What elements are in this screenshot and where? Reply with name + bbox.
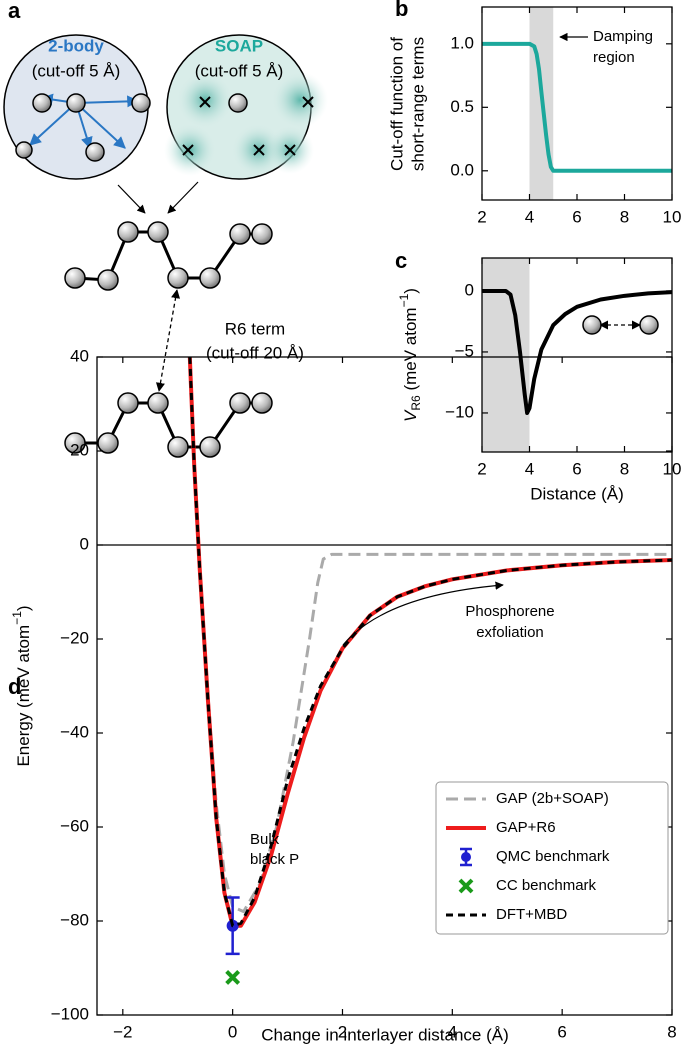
y-axis-label-part: V bbox=[401, 409, 420, 422]
two-body-cutoff: (cut-off 5 Å) bbox=[32, 61, 121, 80]
arrow bbox=[117, 184, 146, 214]
layer-bottom bbox=[64, 392, 273, 458]
x-tick-label: 6 bbox=[557, 1022, 566, 1041]
annotation: Phosphorene bbox=[465, 603, 554, 620]
annotation: region bbox=[593, 49, 635, 66]
x-axis-label: Change in interlayer distance (Å) bbox=[261, 1025, 509, 1044]
r6-arrow bbox=[155, 289, 181, 392]
soap-atoms bbox=[182, 93, 314, 156]
r6-cutoff: (cut-off 20 Å) bbox=[206, 343, 304, 362]
y-axis-label-part: ) bbox=[14, 605, 33, 611]
y-tick-label: −20 bbox=[60, 628, 89, 647]
y-axis-label-part: Energy (meV atom bbox=[14, 625, 33, 767]
legend-label: CC benchmark bbox=[496, 877, 597, 894]
x-axis-label: Distance (Å) bbox=[530, 484, 624, 503]
y-axis-label-part: ) bbox=[401, 288, 420, 294]
line bbox=[482, 288, 672, 415]
y-tick-label: 20 bbox=[70, 440, 89, 459]
y-tick-label: 1.0 bbox=[450, 33, 474, 52]
panel-label: c bbox=[395, 248, 407, 273]
y-tick-label: −60 bbox=[60, 816, 89, 835]
panel-a: a 2-body (cut-off 5 Å) SOAP (cut-off 5 Å… bbox=[3, 0, 328, 458]
line bbox=[482, 41, 672, 173]
two-body-atoms bbox=[15, 93, 151, 162]
annotation: exfoliation bbox=[476, 624, 544, 641]
x-tick-label: 2 bbox=[477, 207, 486, 226]
legend-box bbox=[435, 781, 669, 935]
layer-top bbox=[64, 221, 273, 291]
y-tick-label: −80 bbox=[60, 910, 89, 929]
panel-label: b bbox=[395, 0, 408, 21]
y-tick-label: 0 bbox=[80, 534, 89, 553]
legend-label: GAP (2b+SOAP) bbox=[496, 790, 609, 807]
y-tick-label: 0.0 bbox=[450, 160, 474, 179]
plot-frame bbox=[96, 356, 673, 1016]
soap-title: SOAP bbox=[215, 36, 263, 55]
data-point bbox=[225, 969, 241, 985]
y-axis-label: VR6 (meV atom−1) bbox=[397, 288, 423, 422]
x-tick-label: 8 bbox=[620, 459, 629, 478]
x-tick-label: 0 bbox=[228, 1022, 237, 1041]
y-tick-label: 0.5 bbox=[450, 97, 474, 116]
y-axis-label-part: −1 bbox=[397, 293, 411, 307]
annotation: black P bbox=[250, 851, 299, 868]
x-tick-label: −2 bbox=[113, 1022, 132, 1041]
legend-label: DFT+MBD bbox=[496, 906, 567, 923]
plot-frame bbox=[481, 257, 673, 453]
legend-label: GAP+R6 bbox=[496, 819, 556, 836]
legend-label: QMC benchmark bbox=[496, 848, 610, 865]
y-axis-label-part: R6 bbox=[409, 395, 423, 411]
legend-swatch bbox=[458, 878, 474, 894]
plot-frame bbox=[481, 6, 673, 201]
annotation: Damping bbox=[593, 28, 653, 45]
y-tick-label: −10 bbox=[445, 402, 474, 421]
soap-cutoff: (cut-off 5 Å) bbox=[195, 61, 284, 80]
two-body-title: 2-body bbox=[48, 36, 104, 55]
y-tick-label: −5 bbox=[455, 341, 474, 360]
x-tick-label: 4 bbox=[525, 207, 534, 226]
y-tick-label: 0 bbox=[465, 280, 474, 299]
y-axis-label: Cut-off function of bbox=[387, 37, 406, 171]
panel-label: a bbox=[8, 0, 21, 23]
pair-icon bbox=[582, 315, 659, 335]
arrow bbox=[167, 181, 199, 214]
x-tick-label: 2 bbox=[477, 459, 486, 478]
r6-title: R6 term bbox=[225, 319, 285, 338]
x-tick-label: 4 bbox=[448, 1022, 457, 1041]
y-axis-label: Energy (meV atom−1) bbox=[10, 605, 33, 766]
x-tick-label: 10 bbox=[663, 207, 682, 226]
y-axis-label: short-range terms bbox=[408, 37, 427, 171]
x-tick-label: 4 bbox=[525, 459, 534, 478]
y-axis-label-part: −1 bbox=[10, 611, 24, 625]
annotation-arrow bbox=[342, 581, 504, 646]
legend-swatch bbox=[461, 852, 471, 862]
y-tick-label: 40 bbox=[70, 346, 89, 365]
x-tick-label: 2 bbox=[338, 1022, 347, 1041]
y-tick-label: −40 bbox=[60, 722, 89, 741]
x-tick-label: 8 bbox=[620, 207, 629, 226]
y-axis-label-part: (meV atom bbox=[401, 307, 420, 395]
x-tick-label: 6 bbox=[572, 459, 581, 478]
x-tick-label: 8 bbox=[667, 1022, 676, 1041]
panel-label: d bbox=[8, 674, 21, 699]
shaded-region bbox=[482, 258, 530, 452]
y-tick-label: −100 bbox=[51, 1004, 89, 1023]
x-tick-label: 6 bbox=[572, 207, 581, 226]
line bbox=[188, 357, 672, 928]
annotation: Bulk bbox=[250, 831, 280, 848]
